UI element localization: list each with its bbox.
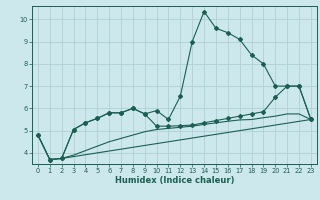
X-axis label: Humidex (Indice chaleur): Humidex (Indice chaleur) — [115, 176, 234, 185]
